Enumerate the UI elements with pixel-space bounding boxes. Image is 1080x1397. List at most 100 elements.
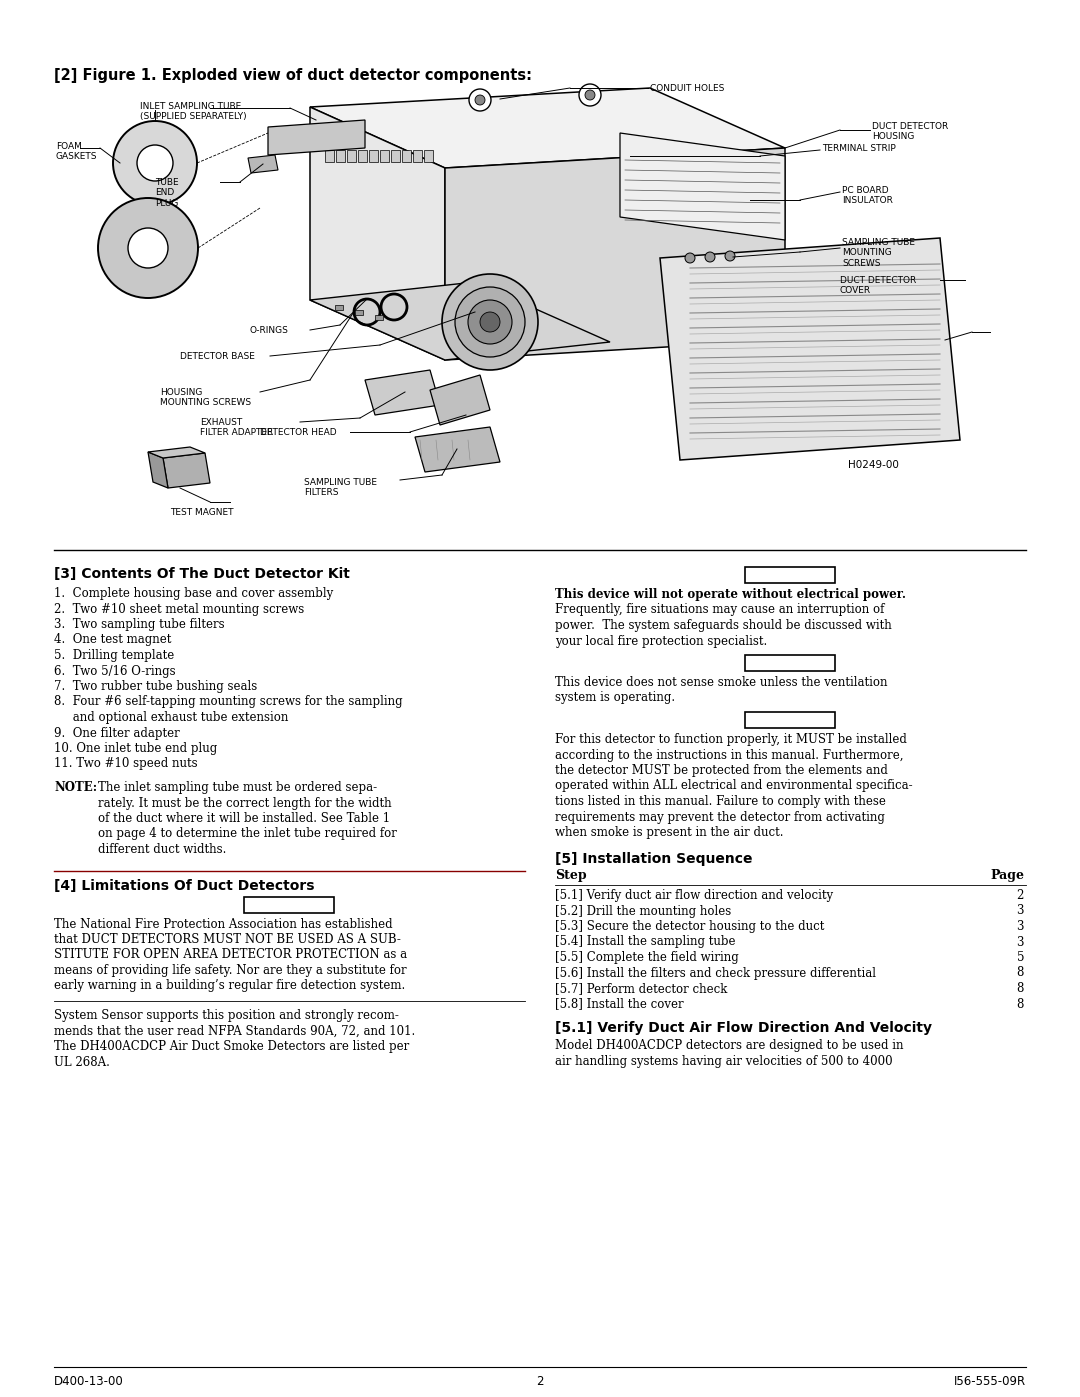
Circle shape <box>475 95 485 105</box>
Text: 8: 8 <box>1016 967 1024 979</box>
Polygon shape <box>402 149 411 162</box>
Text: D400-13-00: D400-13-00 <box>54 1375 124 1389</box>
Text: [5.7] Perform detector check: [5.7] Perform detector check <box>555 982 727 995</box>
Text: 3: 3 <box>1016 904 1024 918</box>
Circle shape <box>455 286 525 358</box>
Text: [2] Figure 1. Exploded view of duct detector components:: [2] Figure 1. Exploded view of duct dete… <box>54 68 532 82</box>
Bar <box>745 655 835 671</box>
Text: EXHAUST
FILTER ADAPTER: EXHAUST FILTER ADAPTER <box>200 418 273 437</box>
Polygon shape <box>335 305 343 310</box>
Text: ⚠WARNING: ⚠WARNING <box>753 569 827 583</box>
Circle shape <box>585 89 595 101</box>
Circle shape <box>137 145 173 182</box>
Text: system is operating.: system is operating. <box>555 692 675 704</box>
Polygon shape <box>380 149 389 162</box>
Text: mends that the user read NFPA Standards 90A, 72, and 101.: mends that the user read NFPA Standards … <box>54 1024 415 1038</box>
Text: rately. It must be the correct length for the width: rately. It must be the correct length fo… <box>98 796 392 809</box>
Text: 9.  One filter adapter: 9. One filter adapter <box>54 726 179 739</box>
Text: FOAM
GASKETS: FOAM GASKETS <box>56 142 97 162</box>
Text: The National Fire Protection Association has established: The National Fire Protection Association… <box>54 918 393 930</box>
Text: [4] Limitations Of Duct Detectors: [4] Limitations Of Duct Detectors <box>54 879 314 893</box>
Circle shape <box>442 274 538 370</box>
Polygon shape <box>310 108 445 360</box>
Text: and optional exhaust tube extension: and optional exhaust tube extension <box>54 711 288 724</box>
Circle shape <box>129 228 168 268</box>
Polygon shape <box>369 149 378 162</box>
Bar <box>745 712 835 728</box>
Text: DUCT DETECTOR
HOUSING: DUCT DETECTOR HOUSING <box>872 122 948 141</box>
Polygon shape <box>148 453 168 488</box>
Circle shape <box>579 84 600 106</box>
Text: Step: Step <box>555 869 586 883</box>
Text: [5] Installation Sequence: [5] Installation Sequence <box>555 852 753 866</box>
Text: tions listed in this manual. Failure to comply with these: tions listed in this manual. Failure to … <box>555 795 886 807</box>
Text: 5.  Drilling template: 5. Drilling template <box>54 650 174 662</box>
Text: 2.  Two #10 sheet metal mounting screws: 2. Two #10 sheet metal mounting screws <box>54 602 305 616</box>
Text: 1.  Complete housing base and cover assembly: 1. Complete housing base and cover assem… <box>54 587 334 599</box>
Text: on page 4 to determine the inlet tube required for: on page 4 to determine the inlet tube re… <box>98 827 396 841</box>
Text: ⚠CAUTION: ⚠CAUTION <box>755 714 825 726</box>
Text: 8: 8 <box>1016 982 1024 995</box>
Bar <box>745 567 835 583</box>
Polygon shape <box>148 447 205 458</box>
Text: System Sensor supports this position and strongly recom-: System Sensor supports this position and… <box>54 1009 399 1023</box>
Text: air handling systems having air velocities of 500 to 4000: air handling systems having air velociti… <box>555 1055 893 1067</box>
Text: the detector MUST be protected from the elements and: the detector MUST be protected from the … <box>555 764 888 777</box>
Polygon shape <box>430 374 490 425</box>
Text: 11. Two #10 speed nuts: 11. Two #10 speed nuts <box>54 757 198 771</box>
Text: power.  The system safeguards should be discussed with: power. The system safeguards should be d… <box>555 619 892 631</box>
Text: [5.6] Install the filters and check pressure differential: [5.6] Install the filters and check pres… <box>555 967 876 979</box>
Text: INLET SAMPLING TUBE
(SUPPLIED SEPARATELY): INLET SAMPLING TUBE (SUPPLIED SEPARATELY… <box>140 102 246 122</box>
Text: UL 268A.: UL 268A. <box>54 1056 110 1069</box>
Text: O-RINGS: O-RINGS <box>249 326 288 335</box>
Polygon shape <box>391 149 400 162</box>
Text: ⚠WARNING: ⚠WARNING <box>753 657 827 671</box>
Text: [5.5] Complete the field wiring: [5.5] Complete the field wiring <box>555 951 739 964</box>
Polygon shape <box>347 149 356 162</box>
Text: 7.  Two rubber tube bushing seals: 7. Two rubber tube bushing seals <box>54 680 257 693</box>
Bar <box>244 897 334 912</box>
Text: For this detector to function properly, it MUST be installed: For this detector to function properly, … <box>555 733 907 746</box>
Polygon shape <box>355 310 363 314</box>
Text: DETECTOR HEAD: DETECTOR HEAD <box>260 427 337 437</box>
Circle shape <box>705 251 715 263</box>
Polygon shape <box>424 149 433 162</box>
Text: your local fire protection specialist.: your local fire protection specialist. <box>555 634 767 647</box>
Text: when smoke is present in the air duct.: when smoke is present in the air duct. <box>555 826 783 840</box>
Polygon shape <box>357 149 367 162</box>
Text: that DUCT DETECTORS MUST NOT BE USED AS A SUB-: that DUCT DETECTORS MUST NOT BE USED AS … <box>54 933 401 946</box>
Text: CONDUIT HOLES: CONDUIT HOLES <box>650 84 725 94</box>
Polygon shape <box>336 149 345 162</box>
Text: 8: 8 <box>1016 997 1024 1010</box>
Text: [5.8] Install the cover: [5.8] Install the cover <box>555 997 684 1010</box>
Text: Frequently, fire situations may cause an interruption of: Frequently, fire situations may cause an… <box>555 604 885 616</box>
Polygon shape <box>268 120 365 155</box>
Text: requirements may prevent the detector from activating: requirements may prevent the detector fr… <box>555 810 885 823</box>
Polygon shape <box>325 149 334 162</box>
Circle shape <box>469 89 491 110</box>
Polygon shape <box>375 314 383 320</box>
Text: 4.  One test magnet: 4. One test magnet <box>54 633 172 647</box>
Text: 3: 3 <box>1016 936 1024 949</box>
Text: 5: 5 <box>1016 951 1024 964</box>
Text: This device will not operate without electrical power.: This device will not operate without ele… <box>555 588 906 601</box>
Text: 6.  Two 5/16 O-rings: 6. Two 5/16 O-rings <box>54 665 176 678</box>
Text: NOTE:: NOTE: <box>54 781 97 793</box>
Text: SAMPLING TUBE
FILTERS: SAMPLING TUBE FILTERS <box>303 478 377 497</box>
Polygon shape <box>620 133 785 240</box>
Text: SAMPLING TUBE
MOUNTING
SCREWS: SAMPLING TUBE MOUNTING SCREWS <box>842 237 915 268</box>
Text: 10. One inlet tube end plug: 10. One inlet tube end plug <box>54 742 217 754</box>
Polygon shape <box>365 370 440 415</box>
Text: different duct widths.: different duct widths. <box>98 842 227 856</box>
Circle shape <box>468 300 512 344</box>
Text: according to the instructions in this manual. Furthermore,: according to the instructions in this ma… <box>555 749 904 761</box>
Text: of the duct where it will be installed. See Table 1: of the duct where it will be installed. … <box>98 812 390 826</box>
Text: 2: 2 <box>1016 888 1024 902</box>
Circle shape <box>480 312 500 332</box>
Circle shape <box>113 122 197 205</box>
Polygon shape <box>163 453 210 488</box>
Text: means of providing life safety. Nor are they a substitute for: means of providing life safety. Nor are … <box>54 964 407 977</box>
Text: STITUTE FOR OPEN AREA DETECTOR PROTECTION as a: STITUTE FOR OPEN AREA DETECTOR PROTECTIO… <box>54 949 407 961</box>
Text: Page: Page <box>990 869 1024 883</box>
Text: HOUSING
MOUNTING SCREWS: HOUSING MOUNTING SCREWS <box>160 388 252 408</box>
